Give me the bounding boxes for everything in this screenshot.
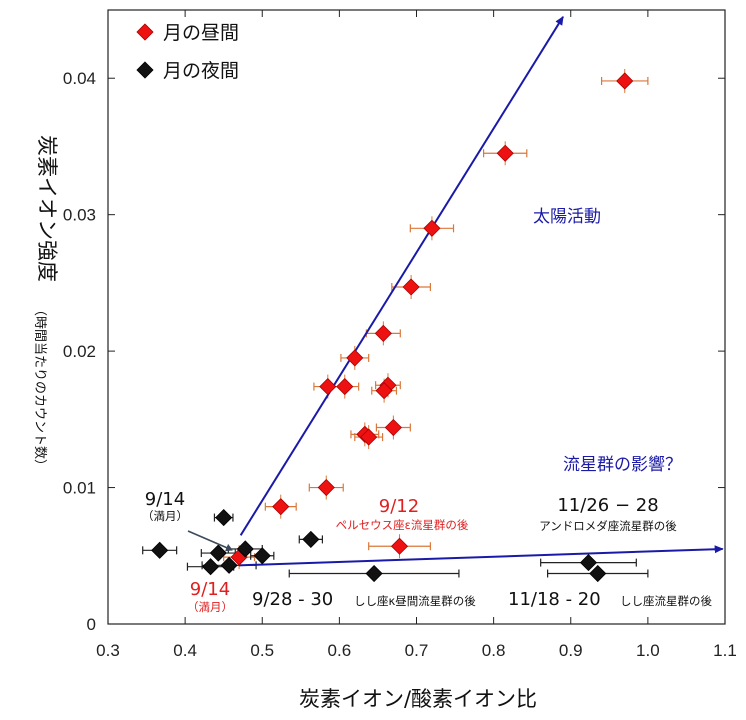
- data-point-night: [220, 556, 238, 574]
- y-tick-label: 0: [87, 615, 96, 634]
- y-tick-labels: 0 0.01 0.02 0.03 0.04: [63, 69, 96, 634]
- annotation-0914-night-note: （満月）: [142, 509, 188, 523]
- legend: 月の昼間 月の夜間: [136, 22, 239, 82]
- x-tick-label: 0.7: [405, 641, 429, 660]
- trend-arrow: [239, 15, 564, 536]
- y-axis-sublabel: （時間当たりのカウント数）: [32, 303, 47, 472]
- data-point-day: [360, 428, 378, 446]
- annotation-1118-date: 11/18 - 20: [508, 589, 601, 610]
- data-point-day: [423, 219, 441, 237]
- data-point-day: [319, 378, 337, 396]
- x-axis-label: 炭素イオン/酸素イオン比: [299, 687, 537, 711]
- data-point-day: [272, 498, 290, 516]
- trend-arrows: [239, 15, 724, 567]
- x-tick-label: 0.8: [482, 641, 506, 660]
- annotation-0912-event: ペルセウス座ε流星群の後: [336, 518, 469, 532]
- axis-ticks: [107, 10, 726, 625]
- data-point-day: [496, 144, 514, 162]
- x-tick-label: 0.4: [173, 641, 197, 660]
- legend-marker-day: [136, 23, 154, 41]
- data-point-day: [384, 418, 402, 437]
- trend-arrow: [239, 545, 724, 567]
- y-tick-label: 0.04: [63, 69, 96, 88]
- data-point-night: [209, 544, 227, 562]
- data-point-night: [365, 564, 383, 583]
- annotation-0914-day-date: 9/14: [190, 579, 230, 600]
- data-point-day: [346, 349, 364, 367]
- x-tick-label: 0.9: [559, 641, 583, 660]
- data-markers: [151, 72, 634, 583]
- data-point-night: [202, 558, 220, 576]
- y-tick-label: 0.02: [63, 342, 96, 361]
- data-point-night: [151, 541, 169, 559]
- y-tick-label: 0.01: [63, 479, 96, 498]
- data-point-day: [402, 278, 420, 296]
- annotation-solar-activity: 太陽活動: [533, 207, 601, 227]
- data-point-night: [215, 509, 233, 527]
- x-tick-label: 1.1: [713, 641, 737, 660]
- annotation-1126-date: 11/26 − 28: [557, 495, 658, 516]
- annotation-1118-event: しし座流星群の後: [620, 594, 712, 608]
- annotation-0914-day-note: （満月）: [187, 600, 233, 614]
- legend-label-day: 月の昼間: [163, 22, 239, 44]
- data-point-night: [236, 540, 254, 558]
- annotation-meteor-influence: 流星群の影響？: [563, 455, 682, 475]
- data-point-day: [374, 324, 392, 342]
- x-tick-label: 0.5: [250, 641, 274, 660]
- data-point-day: [336, 378, 354, 396]
- data-point-day: [375, 382, 393, 400]
- data-point-night: [253, 547, 271, 565]
- x-tick-label: 0.6: [328, 641, 352, 660]
- x-tick-label: 1.0: [636, 641, 660, 660]
- data-point-day: [317, 478, 335, 497]
- annotation-0914-night-date: 9/14: [145, 489, 185, 510]
- data-point-day: [390, 537, 409, 555]
- data-point-day: [616, 72, 634, 90]
- data-point-night: [579, 554, 598, 572]
- annotation-0912-date: 9/12: [379, 496, 419, 517]
- x-tick-label: 0.3: [96, 641, 120, 660]
- annotation-0928-date: 9/28 - 30: [252, 589, 333, 610]
- legend-marker-night: [136, 61, 154, 79]
- y-tick-label: 0.03: [63, 206, 96, 225]
- data-point-night: [302, 530, 320, 548]
- legend-label-night: 月の夜間: [163, 60, 239, 82]
- annotation-0914-pointer: [187, 530, 233, 552]
- x-tick-labels: 0.3 0.4 0.5 0.6 0.7 0.8 0.9 1.0 1.1: [96, 641, 737, 660]
- data-point-night: [589, 564, 607, 583]
- annotation-0928-event: しし座κ昼間流星群の後: [354, 594, 476, 608]
- y-axis-label: 炭素イオン強度: [35, 135, 59, 282]
- annotation-1126-event: アンドロメダ座流星群の後: [539, 519, 677, 533]
